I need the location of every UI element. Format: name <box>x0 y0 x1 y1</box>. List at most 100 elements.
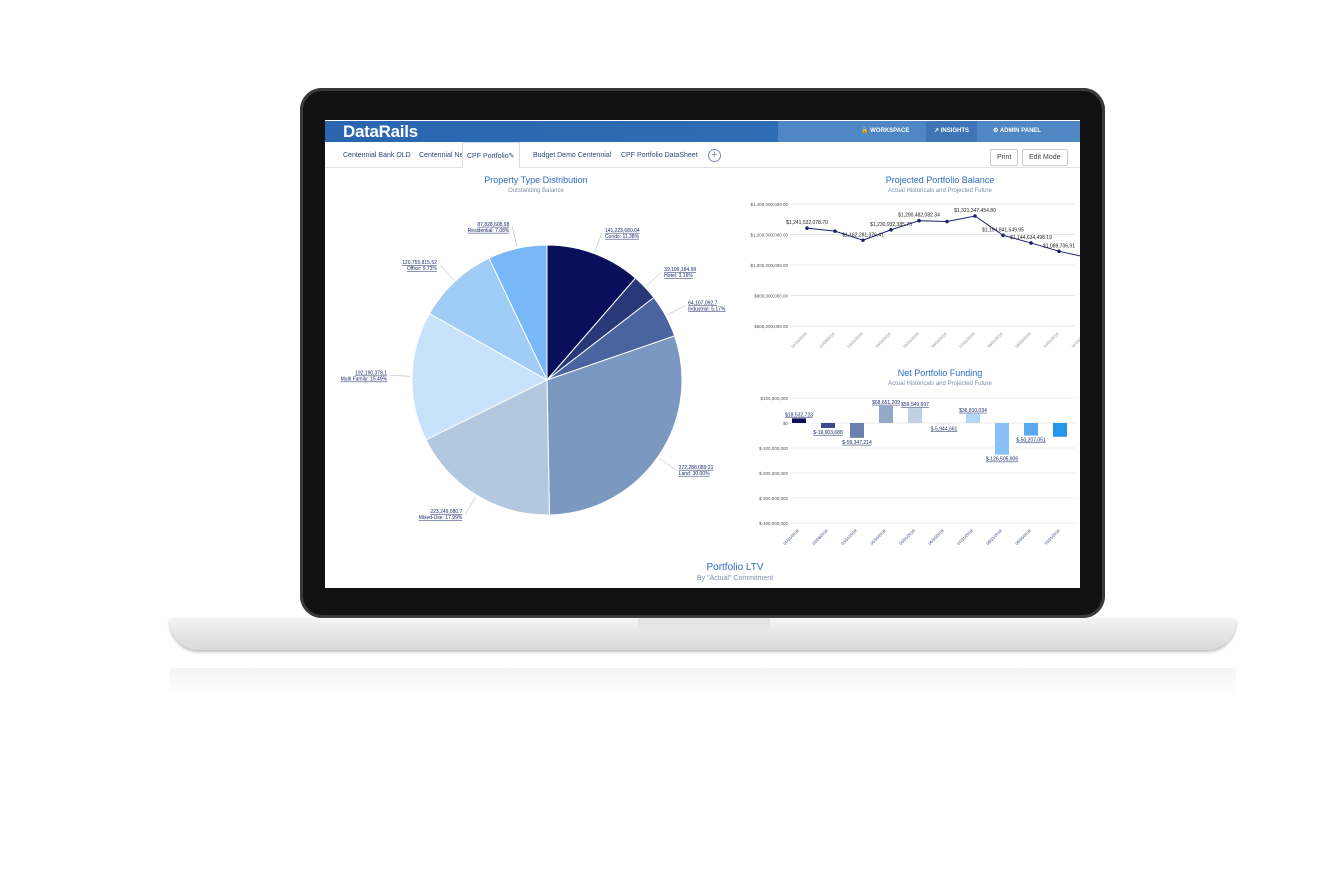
bar-data-label: $-19,903,688 <box>813 430 843 436</box>
pie-leader-line <box>594 232 603 252</box>
chart-icon: ↗ <box>934 128 940 134</box>
nav-admin-panel[interactable]: ⚙ ADMIN PANEL <box>985 121 1049 142</box>
pie-label-name: Condo: 11.38% <box>605 234 640 240</box>
logo: DataRails <box>343 122 418 141</box>
bar-xtick: 05/31/2019 <box>898 528 916 546</box>
line-ytick: $1,400,000,000.00 <box>750 202 788 207</box>
line-ytick: $800,000,000.00 <box>754 294 788 299</box>
pie-title: Property Type Distribution <box>484 175 588 185</box>
bar-data-label: $68,651,209 <box>872 400 900 406</box>
pie-leader-line <box>465 496 476 515</box>
laptop-reflection <box>170 668 1236 698</box>
add-tab-icon[interactable]: + <box>708 149 721 162</box>
nav-workspace[interactable]: 🔒 WORKSPACE <box>853 121 917 142</box>
bar-data-label: $18,532,723 <box>785 412 813 418</box>
pie-leader-line <box>512 226 518 247</box>
pie-label-value: 141,223,680.04 <box>605 228 640 234</box>
nav-label: ADMIN PANEL <box>999 128 1042 134</box>
bar-xtick: 09/30/2019 <box>1014 528 1032 546</box>
tab-label: CPF Portfolio <box>467 153 509 160</box>
bar <box>937 423 951 425</box>
bar-xtick: 01/31/2019 <box>782 528 800 546</box>
pie-label-value: 192,190,378.1 <box>355 371 387 377</box>
pie-leader-line <box>667 305 686 316</box>
print-button[interactable]: Print <box>990 149 1019 166</box>
tab-centennial-new[interactable]: Centennial New <box>419 152 469 159</box>
line-data-label: $1,194,841,549.95 <box>982 227 1024 233</box>
pencil-icon[interactable]: ✎ <box>508 153 515 160</box>
tab-centennial-bank-old[interactable]: Centennial Bank OLD <box>343 152 411 159</box>
line-subtitle: Actual Historicals and Projected Future <box>888 188 992 194</box>
line-point <box>1029 241 1033 245</box>
bar-data-label: $-126,505,906 <box>986 457 1018 463</box>
pie-label-name: Hotel: 3.16% <box>664 273 693 279</box>
line-data-label: $1,290,482,082.34 <box>898 213 940 219</box>
pie-label-name: Industrial: 5.17% <box>688 306 726 312</box>
line-data-label: $1,144,634,498.19 <box>1010 235 1052 241</box>
pie-slice-residential <box>488 244 548 381</box>
bar-ytick: $-100,000,000 <box>759 446 789 451</box>
nav-label: INSIGHTS <box>940 128 970 134</box>
bar-data-label: $36,810,034 <box>959 408 987 414</box>
tab-cpf-portfolio-datasheet[interactable]: CPF Portfolio DataSheet <box>621 152 698 159</box>
line-point <box>805 226 809 230</box>
bar-ytick: $-400,000,000 <box>759 521 789 526</box>
line-xtick: 03/31/2019 <box>846 331 864 349</box>
line-xtick: 01/31/2019 <box>790 331 808 349</box>
pie-label-value: 64,107,092.7 <box>688 300 717 306</box>
bar-subtitle: Actual Historicals and Projected Future <box>888 381 992 387</box>
line-xtick: 07/31/2019 <box>958 331 976 349</box>
bar <box>879 405 893 423</box>
pie-leader-line <box>439 265 454 280</box>
line-point <box>889 227 893 232</box>
bar-ytick: $0 <box>783 421 789 426</box>
bar-xtick: 02/28/2019 <box>811 528 829 546</box>
line-title: Projected Portfolio Balance <box>885 175 995 185</box>
top-header: DataRails 🔒 WORKSPACE ↗ INSIGHTS ⚙ ADMIN… <box>325 121 1080 142</box>
line-point <box>973 214 977 218</box>
line-data-label: $1,089,706,91 <box>1043 243 1075 249</box>
bar-data-label: $59,549,697 <box>901 402 929 408</box>
bar <box>908 408 922 423</box>
ltv-subtitle: By "Actual" Commitment <box>696 575 774 582</box>
pie-label-name: Mixed-Use: 17.99% <box>419 515 463 521</box>
pie-label-value: 120,755,815.52 <box>402 260 437 266</box>
nav-insights[interactable]: ↗ INSIGHTS <box>926 121 978 142</box>
bar-xtick: 10/31/2019 <box>1043 528 1061 546</box>
pie-slice-multi-family <box>411 312 549 441</box>
line-ytick: $600,000,000.00 <box>754 324 788 329</box>
edit-mode-button[interactable]: Edit Mode <box>1022 149 1068 166</box>
pie-slice-office <box>428 257 549 382</box>
bar-data-label: $-50,207,051 <box>1016 438 1046 444</box>
line-xtick: 06/30/2019 <box>930 331 948 349</box>
pie-slice-condo <box>546 244 637 382</box>
pie-subtitle: Outstanding Balance <box>508 188 564 194</box>
pie-leader-line <box>659 458 676 471</box>
tab-budget-demo-centennial[interactable]: Budget Demo Centennial <box>533 152 612 159</box>
pie-label-value: 39,199,184.99 <box>664 267 696 273</box>
pie-leader-line <box>646 272 662 287</box>
pie-slice-land <box>546 335 683 516</box>
screen: DataRails 🔒 WORKSPACE ↗ INSIGHTS ⚙ ADMIN… <box>325 120 1080 588</box>
bar-ytick: $100,000,000 <box>760 396 788 401</box>
tab-cpf-portfolio[interactable]: CPF Portfolio✎ <box>462 142 520 168</box>
line-point <box>917 218 921 223</box>
line-xtick: 02/28/2019 <box>818 331 836 349</box>
line-xtick: 10/31/2019 <box>1042 331 1060 349</box>
line-point <box>945 219 949 224</box>
line-xtick: 05/31/2019 <box>902 331 920 349</box>
laptop-notch <box>638 618 770 632</box>
bar <box>1053 423 1067 437</box>
pie-slice-mixed-use <box>425 379 550 516</box>
bar-xtick: 08/31/2019 <box>985 528 1003 546</box>
pie-label-value: 223,249,080.7 <box>430 509 462 515</box>
bar-xtick: 07/31/2019 <box>956 528 974 546</box>
line-xtick: 04/30/2019 <box>874 331 892 349</box>
tab-bar: Centennial Bank OLD Centennial New CPF P… <box>325 142 1080 168</box>
bar-data-label: $-5,944,661 <box>931 426 958 432</box>
bar-ytick: $-300,000,000 <box>759 496 789 501</box>
pie-leader-line <box>390 375 411 377</box>
pie-label-value: 87,828,608.98 <box>477 222 509 228</box>
line-xtick: 08/31/2019 <box>986 331 1004 349</box>
gear-icon: ⚙ <box>993 128 999 134</box>
